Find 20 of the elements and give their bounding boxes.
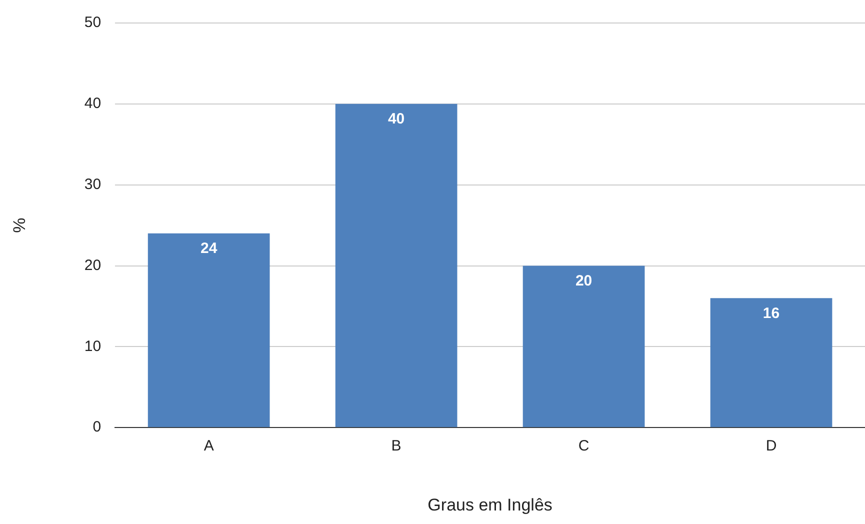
bar [148,233,270,428]
data-label: 20 [575,272,592,290]
x-tick-label: A [204,438,214,455]
y-tick-label: 50 [84,14,102,32]
bar [335,104,458,428]
data-label: 40 [388,110,405,128]
x-tick-label: C [578,438,590,455]
y-axis-title: % [10,218,29,233]
data-label: 24 [200,240,218,258]
bar [710,298,832,428]
x-tick-label: D [766,438,777,455]
x-tick-label: B [391,438,402,455]
x-axis-title: Graus em Inglês [428,495,552,514]
y-tick-label: 10 [84,338,102,355]
y-tick-label: 0 [92,418,102,436]
y-tick-label: 30 [84,176,102,193]
y-tick-label: 40 [84,95,102,112]
y-tick-label: 20 [84,256,102,274]
bar [522,266,645,428]
data-label: 16 [762,304,780,322]
